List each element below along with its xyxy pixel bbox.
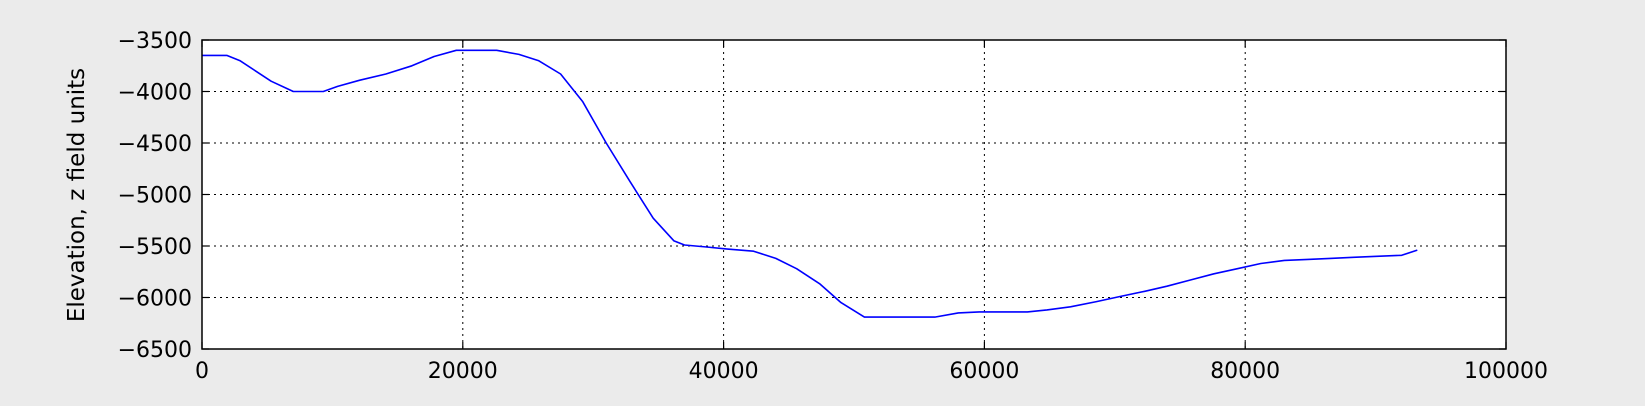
y-tick-label: −4000 — [118, 81, 192, 106]
x-tick-label: 100000 — [1464, 359, 1548, 384]
y-tick-label: −3500 — [118, 29, 192, 54]
x-tick-label: 80000 — [1210, 359, 1280, 384]
y-axis-tick-labels: −3500 −4000 −4500 −5000 −5500 −6000 −6500 — [118, 29, 192, 363]
y-tick-label: −4500 — [118, 132, 192, 157]
y-tick-label: −6500 — [118, 338, 192, 363]
x-tick-label: 20000 — [428, 359, 498, 384]
plot-area — [202, 40, 1506, 349]
x-axis-tick-labels: 0 20000 40000 60000 80000 100000 — [195, 359, 1548, 384]
x-tick-label: 60000 — [949, 359, 1019, 384]
elevation-series-line — [202, 49, 1418, 318]
y-axis-label: Elevation, z field units — [64, 68, 90, 322]
x-tick-label: 40000 — [689, 359, 759, 384]
y-tick-label: −5500 — [118, 235, 192, 260]
axis-ticks — [201, 39, 1507, 350]
series-layer — [202, 49, 1418, 318]
y-tick-label: −6000 — [118, 287, 192, 312]
x-tick-label: 0 — [195, 359, 209, 384]
y-tick-label: −5000 — [118, 184, 192, 209]
grid-lines — [202, 40, 1506, 349]
